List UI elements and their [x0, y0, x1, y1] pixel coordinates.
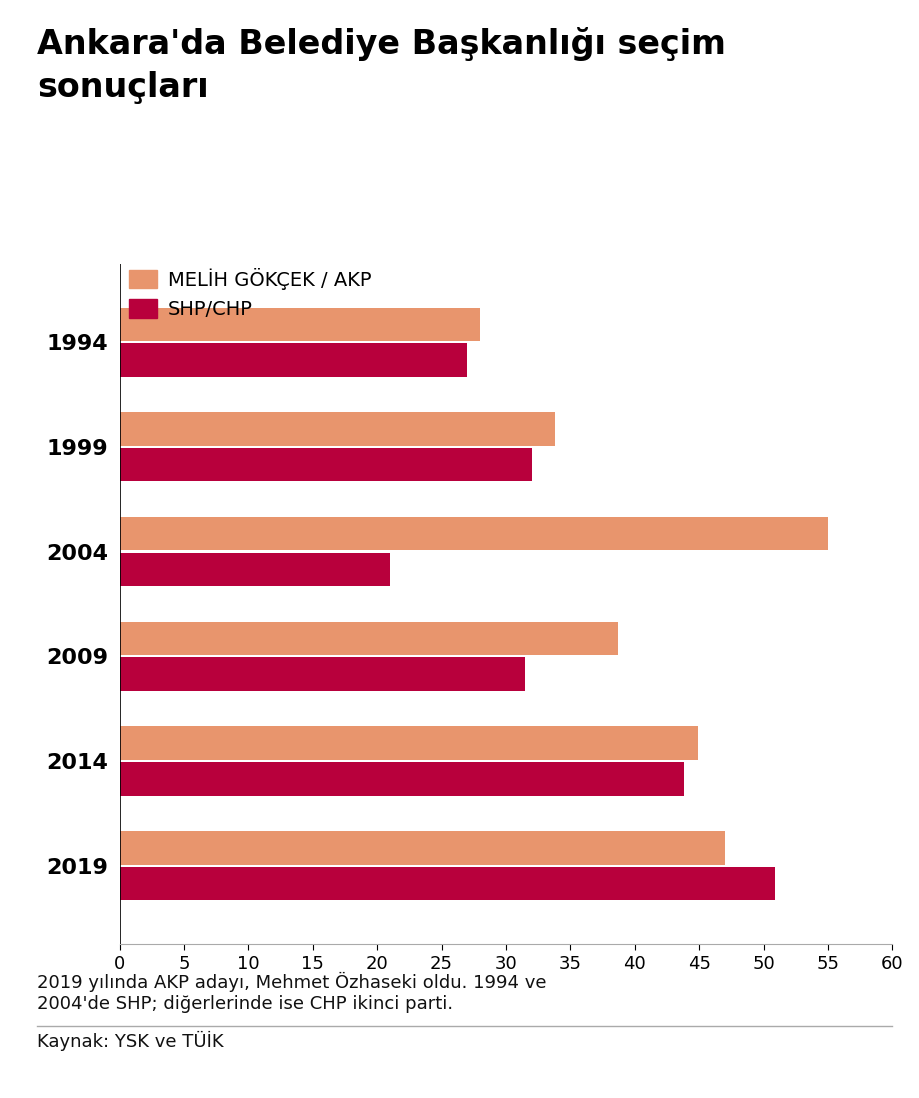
- Bar: [119, 343, 467, 377]
- Bar: [119, 727, 698, 760]
- Text: Ankara'da Belediye Başkanlığı seçim: Ankara'da Belediye Başkanlığı seçim: [37, 27, 725, 61]
- Bar: [119, 412, 554, 446]
- Bar: [119, 621, 618, 656]
- Bar: [119, 552, 390, 586]
- Text: BBC: BBC: [811, 1046, 852, 1064]
- Bar: [119, 762, 683, 796]
- Bar: [119, 831, 724, 865]
- Text: sonuçları: sonuçları: [37, 71, 209, 104]
- Legend: MELİH GÖKÇEK / AKP, SHP/CHP: MELİH GÖKÇEK / AKP, SHP/CHP: [130, 268, 371, 320]
- Bar: [119, 517, 827, 550]
- Bar: [119, 866, 775, 900]
- Bar: [119, 448, 531, 481]
- Bar: [119, 658, 525, 691]
- Text: Kaynak: YSK ve TÜİK: Kaynak: YSK ve TÜİK: [37, 1031, 223, 1051]
- Text: 2019 yılında AKP adayı, Mehmet Özhaseki oldu. 1994 ve
2004'de SHP; diğerlerinde : 2019 yılında AKP adayı, Mehmet Özhaseki …: [37, 972, 546, 1012]
- Bar: [119, 307, 480, 341]
